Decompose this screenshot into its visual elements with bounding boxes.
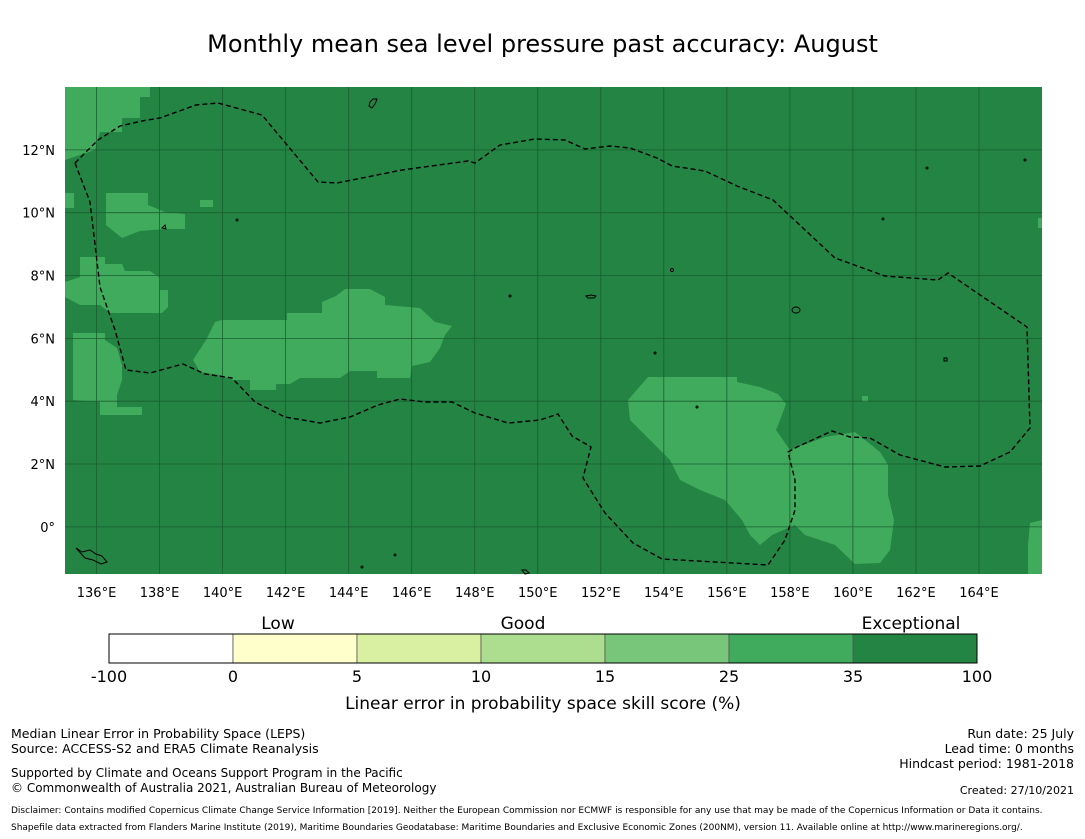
- lon-tick-label: 162°E: [896, 586, 936, 601]
- skill-region-w-3: [200, 200, 213, 207]
- island-2: [161, 224, 167, 230]
- map-title: Monthly mean sea level pressure past acc…: [207, 30, 878, 58]
- lat-tick-label: 10°N: [22, 207, 55, 222]
- lon-tick-label: 136°E: [77, 586, 117, 601]
- lon-tick-label: 156°E: [707, 586, 747, 601]
- colorbar-bin: [108, 633, 234, 664]
- colorbar-tick-label: -100: [91, 667, 127, 686]
- eez-boundary: [74, 102, 1031, 566]
- footer-hindcast: Hindcast period: 1981-2018: [899, 756, 1074, 771]
- footer-run-date: Run date: 25 July: [967, 726, 1074, 741]
- island-10: [508, 294, 512, 298]
- colorbar-tick-label: 100: [962, 667, 993, 686]
- latitude-tick-labels: 12°N 10°N 8°N 6°N 4°N 2°N 0°: [22, 144, 55, 536]
- island-17: [393, 553, 397, 557]
- island-1: [368, 98, 378, 109]
- lat-tick-label: 4°N: [31, 395, 56, 410]
- footer-disclaimer: Disclaimer: Contains modified Copernicus…: [11, 806, 1043, 816]
- island-12: [695, 405, 699, 409]
- lat-tick-label: 2°N: [31, 458, 56, 473]
- lon-tick-label: 140°E: [203, 586, 243, 601]
- skill-region-central: [193, 289, 452, 390]
- lat-tick-label: 0°: [40, 521, 55, 536]
- colorbar-tick-label: 5: [352, 667, 362, 686]
- lon-tick-label: 150°E: [518, 586, 558, 601]
- colorbar-tick-label: 25: [719, 667, 739, 686]
- lon-tick-label: 146°E: [392, 586, 432, 601]
- lon-tick-label: 154°E: [644, 586, 684, 601]
- footer-credits: Supported by Climate and Oceans Support …: [11, 766, 436, 796]
- map-gridlines: [65, 87, 1042, 574]
- lon-tick-label: 160°E: [833, 586, 873, 601]
- island-4: [791, 306, 801, 314]
- island-6: [943, 357, 948, 362]
- colorbar-bin: [604, 633, 730, 664]
- map-panel: [65, 87, 1042, 575]
- island-13: [1023, 158, 1027, 162]
- island-9: [235, 218, 239, 222]
- island-outlines: [75, 98, 1027, 575]
- footer-run-info: Run date: 25 July Lead time: 0 months Hi…: [899, 726, 1074, 771]
- colorbar-title: Linear error in probability space skill …: [345, 694, 741, 714]
- colorbar-bin: [480, 633, 606, 664]
- footer-lead-time: Lead time: 0 months: [944, 741, 1074, 756]
- lon-tick-label: 144°E: [329, 586, 369, 601]
- footer-line-copyright: © Commonwealth of Australia 2021, Austra…: [11, 781, 437, 795]
- legend-category-low: Low: [261, 614, 295, 634]
- colorbar-tick-label: 35: [843, 667, 863, 686]
- colorbar-frame: [108, 633, 978, 664]
- colorbar-tick-label: 0: [228, 667, 238, 686]
- longitude-tick-labels: 136°E 138°E 140°E 142°E 144°E 146°E 148°E 150°E…: [77, 586, 999, 601]
- skill-region-e-1: [628, 377, 894, 564]
- legend-category-exceptional: Exceptional: [862, 614, 961, 634]
- lat-tick-label: 12°N: [22, 144, 55, 159]
- colorbar-legend: Low Good Exceptional -100 0 5 10 15 25 35 100 L…: [91, 614, 992, 714]
- island-5: [75, 547, 108, 565]
- lon-tick-label: 158°E: [770, 586, 810, 601]
- skill-region-se-edge: [1028, 520, 1042, 574]
- colorbar-bin: [728, 633, 854, 664]
- skill-region-e-edge: [1038, 218, 1042, 228]
- island-3: [584, 294, 598, 299]
- colorbar-bin: [356, 633, 482, 664]
- colorbar-tick-labels: -100 0 5 10 15 25 35 100: [91, 667, 992, 686]
- lat-tick-label: 8°N: [31, 270, 56, 285]
- island-14: [925, 166, 929, 170]
- skill-region-nw: [65, 87, 150, 160]
- lat-tick-label: 6°N: [31, 332, 56, 347]
- lon-tick-label: 142°E: [266, 586, 306, 601]
- lon-tick-label: 138°E: [140, 586, 180, 601]
- footer-created: Created: 27/10/2021: [959, 784, 1074, 797]
- island-16: [360, 565, 364, 569]
- lon-tick-label: 152°E: [581, 586, 621, 601]
- skill-region-w-4: [65, 257, 168, 313]
- skill-region-w-5: [73, 333, 142, 415]
- footer-methodology: Median Linear Error in Probability Space…: [11, 726, 319, 756]
- colorbar-bin: [232, 633, 358, 664]
- legend-category-good: Good: [501, 614, 546, 634]
- footer-line-source: Source: ACCESS-S2 and ERA5 Climate Reana…: [11, 741, 319, 756]
- island-15: [881, 217, 885, 221]
- colorbar-bins: [108, 633, 978, 664]
- island-8: [670, 268, 674, 272]
- island-7: [521, 569, 530, 575]
- skill-region-e-2: [862, 396, 868, 402]
- footer-line-leps: Median Linear Error in Probability Space…: [11, 726, 306, 741]
- lon-tick-label: 164°E: [959, 586, 999, 601]
- skill-region-w-1: [65, 193, 74, 208]
- colorbar-tick-label: 15: [595, 667, 615, 686]
- colorbar-bin: [852, 633, 978, 664]
- footer-line-support: Supported by Climate and Oceans Support …: [11, 766, 403, 780]
- island-11: [653, 351, 657, 355]
- lon-tick-label: 148°E: [455, 586, 495, 601]
- footer-shapefile: Shapefile data extracted from Flanders M…: [11, 823, 1023, 833]
- colorbar-tick-label: 10: [471, 667, 491, 686]
